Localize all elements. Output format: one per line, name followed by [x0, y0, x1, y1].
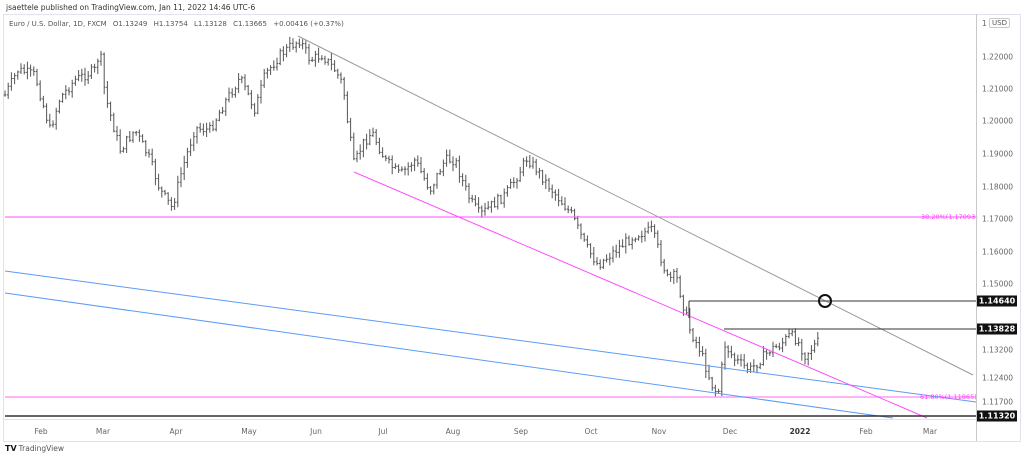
- price-tick: 1.18000: [982, 182, 1014, 192]
- target-circle-marker: [818, 294, 832, 308]
- time-tick: Nov: [651, 427, 667, 436]
- price-tick: 1.12400: [982, 373, 1014, 383]
- price-tag-114640: 1.14640: [977, 295, 1017, 307]
- pink-channel-line: [353, 171, 928, 419]
- time-tick: Sep: [513, 427, 529, 436]
- price-tick: 1.13200: [982, 345, 1014, 355]
- price-tick: 1.21000: [982, 84, 1014, 94]
- time-tick: Apr: [169, 427, 183, 436]
- time-tick: Jul: [378, 427, 388, 436]
- time-tick: Jun: [310, 427, 322, 436]
- blue-trendline-1: [4, 270, 977, 403]
- time-tick: Aug: [445, 427, 461, 436]
- price-tag-111320: 1.11320: [977, 410, 1017, 422]
- price-tick: 1.17000: [982, 214, 1014, 224]
- ohlc-open: O1.13249: [112, 20, 148, 28]
- time-tick: May: [241, 427, 257, 436]
- blue-trendline-2: [4, 292, 894, 419]
- time-tick: Oct: [584, 427, 598, 436]
- tradingview-logo[interactable]: TV TradingView: [5, 444, 64, 453]
- price-tick: 1.16000: [982, 247, 1014, 257]
- price-tick: 1.19000: [982, 149, 1014, 159]
- time-tick: Mar: [95, 427, 111, 436]
- ohlc-change: +0.00416 (+0.37%): [273, 20, 344, 28]
- chart-frame[interactable]: [3, 14, 1021, 442]
- price-axis-separator: [976, 14, 977, 441]
- ohlc-low: L1.13128: [194, 20, 227, 28]
- time-tick-year: 2022: [789, 427, 811, 436]
- fib-382-label: 38.20%(1.17093): [921, 213, 978, 221]
- time-tick: Dec: [722, 427, 738, 436]
- time-tick: Feb: [859, 427, 873, 436]
- price-tag-113828: 1.13828: [977, 323, 1017, 335]
- price-tick: 1.22000: [982, 52, 1014, 62]
- time-tick: Mar: [922, 427, 938, 436]
- currency-button[interactable]: USD: [989, 18, 1010, 28]
- tradingview-logo-icon: TV: [5, 444, 17, 453]
- symbol-legend: Euro / U.S. Dollar, 1D, FXCM O1.13249 H1…: [9, 20, 348, 28]
- ohlc-close: C1.13665: [233, 20, 267, 28]
- fib-618-label: 61.80%(1.11865): [920, 393, 977, 401]
- time-axis[interactable]: Feb Mar Apr May Jun Jul Aug Sep Oct Nov …: [3, 419, 976, 442]
- publisher-line: jsaettele published on TradingView.com, …: [6, 3, 256, 12]
- price-tick: 1.20000: [982, 116, 1014, 126]
- tradingview-brand: TradingView: [18, 444, 64, 453]
- ohlc-high: H1.13754: [153, 20, 188, 28]
- time-tick: Feb: [34, 427, 48, 436]
- ohlc-bars: [3, 36, 820, 398]
- price-tick: 1.15000: [982, 279, 1014, 289]
- price-tick: 1.11700: [982, 397, 1014, 407]
- gray-downtrend-line: [297, 35, 974, 376]
- price-axis-top-label: 1: [982, 19, 987, 28]
- symbol-name: Euro / U.S. Dollar, 1D, FXCM: [9, 20, 107, 28]
